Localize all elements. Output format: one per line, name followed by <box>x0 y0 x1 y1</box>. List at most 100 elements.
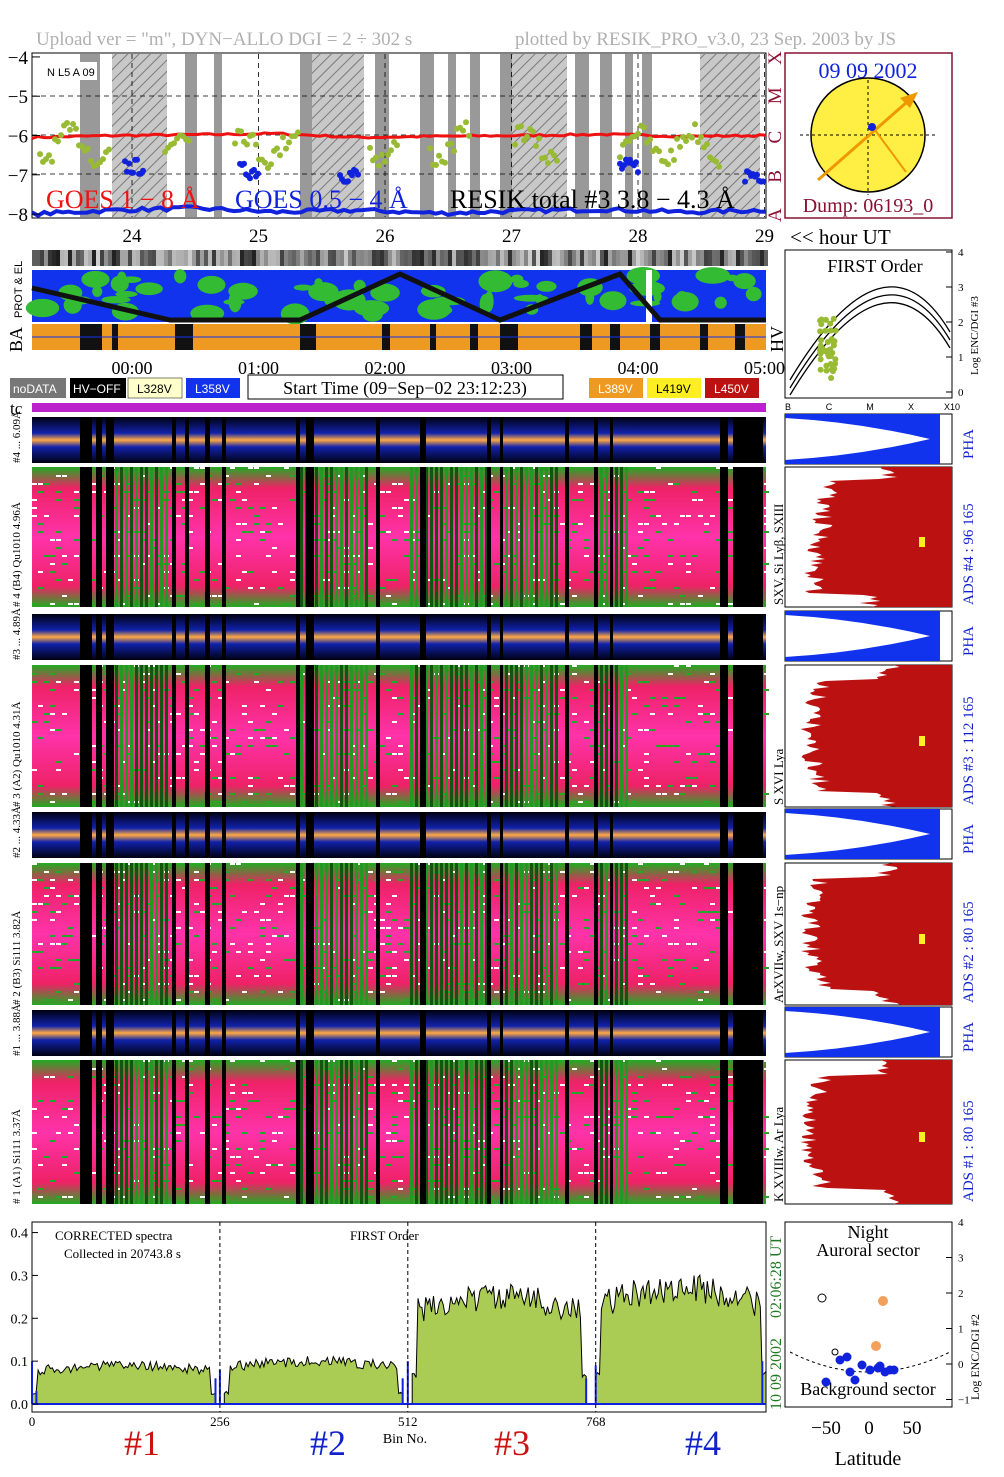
spectrogram-speckle <box>368 1196 373 1198</box>
spectrogram-speckle <box>482 1076 487 1078</box>
spectrogram-speckle <box>326 943 331 945</box>
spectrogram-speckle <box>260 507 265 509</box>
spectrogram-speckle <box>74 603 79 605</box>
spectrogram-speckle <box>248 587 253 589</box>
spectrogram-speckle <box>230 1100 235 1102</box>
spectrogram-speckle <box>512 1100 517 1102</box>
spectrogram-speckle <box>536 705 541 707</box>
spectrogram-column <box>525 863 528 1005</box>
resik-point <box>689 134 695 141</box>
elapsed-strip-cell <box>256 250 260 266</box>
spectrogram-speckle <box>74 983 79 985</box>
time-tick-label: 02:00 <box>364 358 405 378</box>
first-order-ytick-label: 1 <box>958 352 964 364</box>
spectrogram-speckle <box>710 1076 715 1078</box>
spectrogram-speckle <box>638 595 643 597</box>
spectrogram-speckle <box>542 1124 547 1126</box>
spectrogram-column <box>315 1060 318 1204</box>
spectrogram-speckle <box>494 1180 499 1182</box>
elapsed-strip-cell <box>280 250 284 266</box>
spectrogram-speckle <box>764 951 769 953</box>
elapsed-strip-cell <box>468 250 472 266</box>
spectrogram-speckle <box>638 1084 643 1086</box>
spectrogram-speckle <box>116 927 121 929</box>
spectrogram-speckle <box>626 1108 631 1110</box>
spectrogram-column <box>415 863 418 1005</box>
spectrogram-column <box>145 1060 148 1204</box>
spectrogram-column <box>530 467 533 607</box>
spectrogram-speckle <box>512 975 517 977</box>
spectrogram-column <box>470 665 473 807</box>
spectrogram-speckle <box>116 1148 121 1150</box>
spectrogram-speckle <box>326 595 331 597</box>
spectrogram-speckle <box>200 571 205 573</box>
elapsed-strip-cell <box>184 250 188 266</box>
spectrogram-speckle <box>248 1172 253 1174</box>
resik-point <box>88 158 94 164</box>
spectrogram-speckle <box>44 871 49 873</box>
goes-xtick-label: 28 <box>629 226 648 247</box>
spectrogram-speckle <box>200 1132 205 1134</box>
spectrogram-speckle <box>248 879 253 881</box>
spectrum-date: 10 09 2002 <box>768 1338 785 1410</box>
spectrogram-speckle <box>662 697 667 699</box>
spectrogram-speckle <box>386 951 391 953</box>
spectrogram-speckle <box>260 1148 265 1150</box>
spectrogram-column <box>615 467 618 607</box>
spectrogram-speckle <box>56 1196 61 1198</box>
spectrogram-speckle <box>476 729 481 731</box>
spectrogram-column <box>165 863 168 1005</box>
spectrogram-speckle <box>392 1132 397 1134</box>
spectrogram-speckle <box>680 697 685 699</box>
spectrogram-speckle <box>332 1100 337 1102</box>
spectrogram-speckle <box>236 1156 241 1158</box>
spectrogram-speckle <box>686 753 691 755</box>
elapsed-strip-cell <box>724 250 728 266</box>
resik-point <box>695 139 701 146</box>
spectrogram-speckle <box>542 721 547 723</box>
spectrogram-speckle <box>74 871 79 873</box>
legend-hvoff: HV−OFF <box>73 382 121 396</box>
resik-point <box>463 119 469 126</box>
spectrogram-speckle <box>92 745 97 747</box>
spectrogram-speckle <box>392 579 397 581</box>
spectrogram-speckle <box>152 689 157 691</box>
pha-label: PHA <box>961 626 977 656</box>
spectrogram-speckle <box>266 1188 271 1190</box>
pha-gap <box>376 417 380 463</box>
spectrogram-speckle <box>248 943 253 945</box>
spectrogram-speckle <box>278 1132 283 1134</box>
spectrogram-speckle <box>698 1148 703 1150</box>
spectrogram-column <box>625 665 628 807</box>
spectrogram-speckle <box>602 475 607 477</box>
elapsed-strip-cell <box>84 250 88 266</box>
elapsed-strip-cell <box>68 250 72 266</box>
resik-point <box>100 156 106 163</box>
spectrogram-speckle <box>626 769 631 771</box>
spectrogram-speckle <box>584 785 589 787</box>
spectrogram-speckle <box>494 895 499 897</box>
spectrogram-speckle <box>368 1132 373 1134</box>
elapsed-strip-cell <box>60 250 64 266</box>
spectrogram-gap <box>565 467 569 607</box>
spectrogram-column <box>545 467 548 607</box>
spectrogram-speckle <box>326 1084 331 1086</box>
spectrogram-speckle <box>584 1196 589 1198</box>
spectrogram-speckle <box>710 1108 715 1110</box>
spectrogram-speckle <box>764 507 769 509</box>
spectrogram-speckle <box>680 983 685 985</box>
spectrogram-speckle <box>590 1180 595 1182</box>
spectrogram-speckle <box>218 1116 223 1118</box>
spectrogram-speckle <box>68 1060 73 1062</box>
elapsed-strip-cell <box>140 250 144 266</box>
spectrum-xtick-label: 256 <box>210 1414 230 1429</box>
spectrogram-speckle <box>236 673 241 675</box>
spectrogram-speckle <box>392 1124 397 1126</box>
spectrogram-gap <box>296 665 300 807</box>
legend-328-box <box>127 377 183 399</box>
spectrogram-speckle <box>44 999 49 1001</box>
pha-gap <box>80 417 92 463</box>
spectrogram-speckle <box>230 777 235 779</box>
orbit-arrow <box>817 93 916 182</box>
first-order-point <box>827 361 834 368</box>
